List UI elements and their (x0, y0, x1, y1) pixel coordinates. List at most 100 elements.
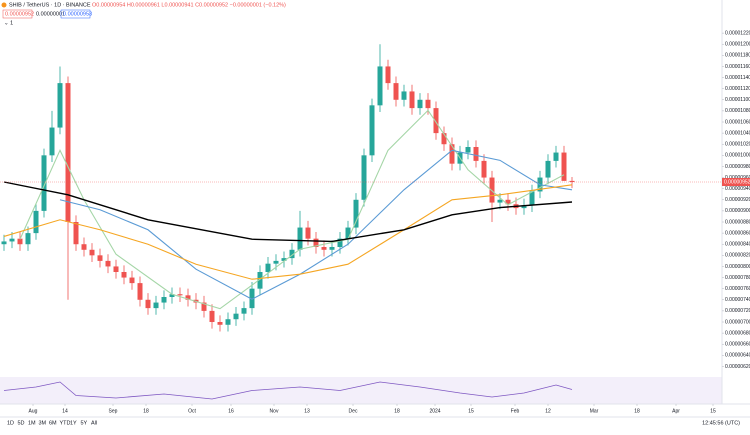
candle-body (465, 147, 471, 153)
price-tag-box (722, 178, 750, 186)
candle-body (521, 205, 527, 209)
bid-box[interactable] (2, 9, 33, 19)
candle-body (249, 288, 255, 309)
candle-body (33, 210, 39, 234)
candle-body (97, 255, 103, 261)
candle-body (569, 180, 575, 182)
candle-body (361, 155, 367, 200)
candle-body (377, 66, 383, 106)
range-button[interactable]: 5D (18, 420, 25, 426)
moving-average (59, 149, 573, 300)
candle-body (241, 308, 247, 314)
x-tick-label: 14 (62, 408, 68, 414)
candle-body (289, 249, 295, 259)
candle-body (209, 310, 215, 322)
candle-body (73, 222, 79, 245)
candle-body (545, 160, 551, 178)
candle-body (281, 258, 287, 261)
candle-body (409, 91, 415, 109)
candle-body (481, 160, 487, 178)
x-tick-label: 2024 (429, 408, 440, 414)
range-button[interactable]: 3M (39, 420, 47, 426)
candle-body (401, 91, 407, 100)
candle-body (337, 238, 343, 247)
x-tick-label: Oct (188, 408, 196, 414)
y-tick-label: 0.00000860 (725, 230, 750, 236)
y-tick-label: 0.00001180 (725, 53, 750, 59)
y-tick-label: 0.00000900 (725, 208, 750, 214)
moving-average (19, 109, 565, 310)
candle-body (441, 133, 447, 145)
y-tick-label: 0.00001000 (725, 153, 750, 159)
y-tick-label: 0.00001040 (725, 130, 750, 136)
candle-body (65, 83, 71, 222)
y-tick-label: 0.00000760 (725, 286, 750, 292)
candle-body (321, 247, 327, 250)
y-tick-label: 0.00000820 (725, 253, 750, 259)
candle-body (89, 249, 95, 256)
rsi-line (3, 381, 573, 400)
price-tag: 0.00000952 (724, 179, 750, 185)
candle-body (265, 263, 271, 272)
y-tick-label: 0.00000960 (725, 175, 750, 181)
range-button[interactable]: 1Y (70, 420, 77, 426)
candle-body (561, 152, 567, 181)
indicators-toggle[interactable]: ⌄ 1 (4, 20, 13, 26)
candle-body (505, 199, 511, 205)
x-tick-label: Nov (270, 408, 279, 414)
candle-body (353, 199, 359, 228)
ask-box[interactable] (60, 9, 91, 19)
y-tick-label: 0.00000700 (725, 319, 750, 325)
candle-body (161, 297, 167, 303)
symbol[interactable]: SHIB / TetherUS · 1D · BINANCE (9, 2, 91, 8)
bid[interactable]: 0.00000952 (5, 11, 34, 17)
x-tick-label: 13 (304, 408, 310, 414)
candle-body (57, 83, 63, 128)
candle-body (217, 322, 223, 325)
candle-body (9, 238, 15, 242)
moving-average (3, 184, 573, 280)
candle-body (153, 302, 159, 309)
range-button[interactable]: 5Y (81, 420, 88, 426)
candle-body (497, 199, 503, 203)
clock: 12:45:56 (UTC) (702, 420, 740, 426)
rsi-pane (0, 377, 722, 404)
candle-body (417, 99, 423, 109)
candle-body (225, 319, 231, 325)
y-tick-label: 0.00000720 (725, 308, 750, 314)
y-tick-label: 0.00001100 (725, 97, 750, 103)
symbol-icon (1, 2, 7, 8)
candle-body (1, 241, 7, 245)
y-tick-label: 0.00000740 (725, 297, 750, 303)
range-button[interactable]: YTD (60, 420, 71, 426)
candle-body (329, 247, 335, 250)
candle-body (113, 266, 119, 272)
candle-body (49, 127, 55, 156)
candle-body (137, 283, 143, 300)
y-tick-label: 0.00001200 (725, 42, 750, 48)
range-button[interactable]: 1M (28, 420, 36, 426)
ask[interactable]: 0.00000953 (63, 11, 92, 17)
range-button[interactable]: All (91, 420, 97, 426)
candle-body (129, 277, 135, 284)
range-button[interactable]: 1D (7, 420, 14, 426)
x-tick-label: Sep (109, 408, 118, 414)
y-tick-label: 0.00000920 (725, 197, 750, 203)
spread: 0.00000001 (36, 11, 65, 17)
y-tick-label: 0.00001120 (725, 86, 750, 92)
x-tick-label: Mar (590, 408, 599, 414)
range-button[interactable]: 6M (49, 420, 57, 426)
candle-body (529, 191, 535, 206)
x-tick-label: 18 (394, 408, 400, 414)
candle-body (185, 295, 191, 300)
candle-body (81, 244, 87, 250)
y-tick-label: 0.00000840 (725, 242, 750, 248)
candle-body (393, 83, 399, 100)
y-tick-label: 0.00001060 (725, 119, 750, 125)
y-tick-label: 0.00000660 (725, 342, 750, 348)
x-tick-label: Apr (672, 408, 680, 414)
candle-body (425, 99, 431, 109)
candle-body (257, 272, 263, 289)
